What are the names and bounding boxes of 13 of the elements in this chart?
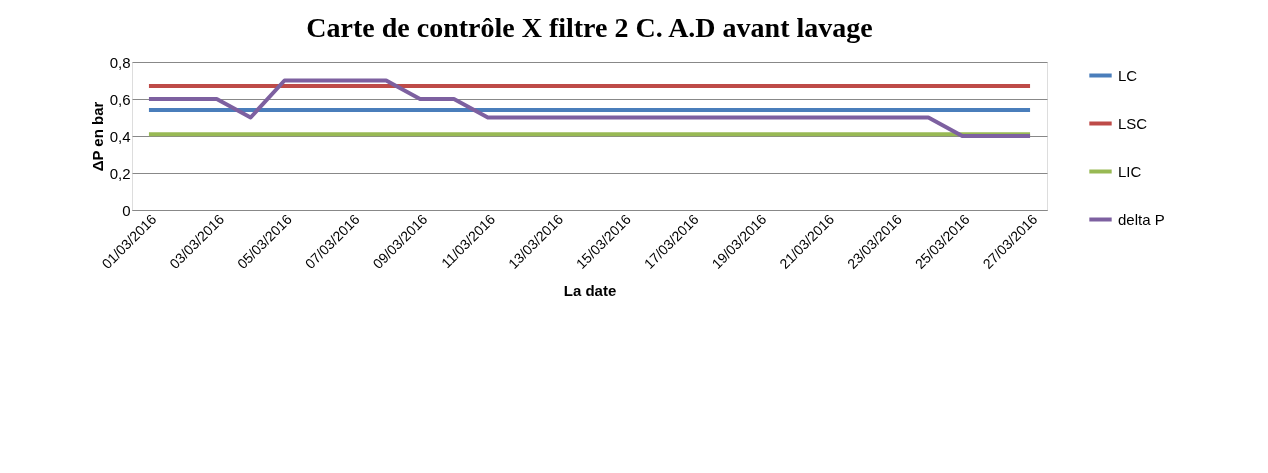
legend-label: LIC xyxy=(1118,162,1142,180)
y-tick-label: 0 xyxy=(122,201,131,219)
legend-label: LSC xyxy=(1118,114,1148,132)
y-axis-title: ΔP en bar xyxy=(88,101,106,172)
x-axis-title: La date xyxy=(563,281,617,299)
y-tick-label: 0,4 xyxy=(109,127,131,145)
line-series xyxy=(146,78,1033,138)
y-tick-label: 0,8 xyxy=(109,53,131,71)
y-tick-label: 0,6 xyxy=(109,90,131,108)
legend-label: delta P xyxy=(1118,210,1165,228)
chart-title: Carte de contrôle X filtre 2 C. A.D avant lavage xyxy=(306,12,873,43)
y-tick-label: 0,2 xyxy=(109,164,131,182)
legend-label: LC xyxy=(1118,66,1138,84)
